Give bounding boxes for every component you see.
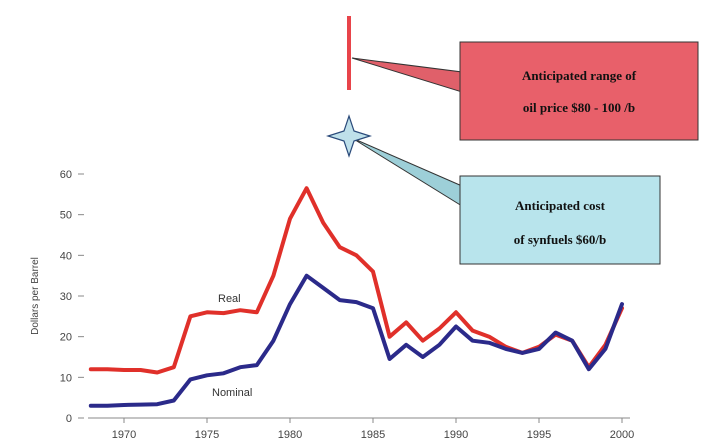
y-tick-label: 0 xyxy=(66,413,72,425)
x-tick-label: 1985 xyxy=(361,429,385,441)
synfuels-cost-callout: Anticipated cost of synfuels $60/b xyxy=(325,114,661,265)
x-tick-label: 1995 xyxy=(527,429,551,441)
range-callout-line-1: Anticipated range of xyxy=(522,68,637,83)
synfuels-callout-line-1: Anticipated cost xyxy=(515,198,606,213)
x-tick-label: 1990 xyxy=(444,429,468,441)
y-tick-label: 30 xyxy=(60,291,72,303)
synfuels-callout-pointer xyxy=(351,137,463,207)
y-tick-label: 40 xyxy=(60,250,72,262)
synfuels-callout-box xyxy=(459,175,661,265)
x-axis: 1970 1975 1980 1985 1990 1995 2000 xyxy=(112,418,634,441)
y-axis-title: Dollars per Barrel xyxy=(30,257,41,335)
y-tick-label: 60 xyxy=(60,169,72,181)
range-callout-box xyxy=(459,41,699,141)
x-tick-label: 1980 xyxy=(278,429,302,441)
y-axis: 0 10 20 30 40 50 60 xyxy=(60,169,84,425)
y-tick-label: 10 xyxy=(60,372,72,384)
plot-axes: 0 10 20 30 40 50 60 1970 1975 1980 1985 1990 1995 20… xyxy=(30,169,634,441)
y-tick-label: 50 xyxy=(60,210,72,222)
synfuels-star-marker xyxy=(325,114,373,158)
y-tick-label: 20 xyxy=(60,332,72,344)
x-tick-label: 2000 xyxy=(610,429,634,441)
x-tick-label: 1970 xyxy=(112,429,136,441)
series-label-real: Real xyxy=(218,293,241,305)
series-label-nominal: Nominal xyxy=(212,387,252,399)
synfuels-callout-line-2: of synfuels $60/b xyxy=(514,232,606,247)
series-line-nominal xyxy=(88,273,624,408)
series-lines xyxy=(88,186,624,408)
range-callout-line-2: oil price $80 - 100 /b xyxy=(523,100,635,115)
x-tick-label: 1975 xyxy=(195,429,219,441)
range-callout-pointer xyxy=(351,57,463,93)
oil-price-range-callout: Anticipated range of oil price $80 - 100… xyxy=(347,16,699,141)
